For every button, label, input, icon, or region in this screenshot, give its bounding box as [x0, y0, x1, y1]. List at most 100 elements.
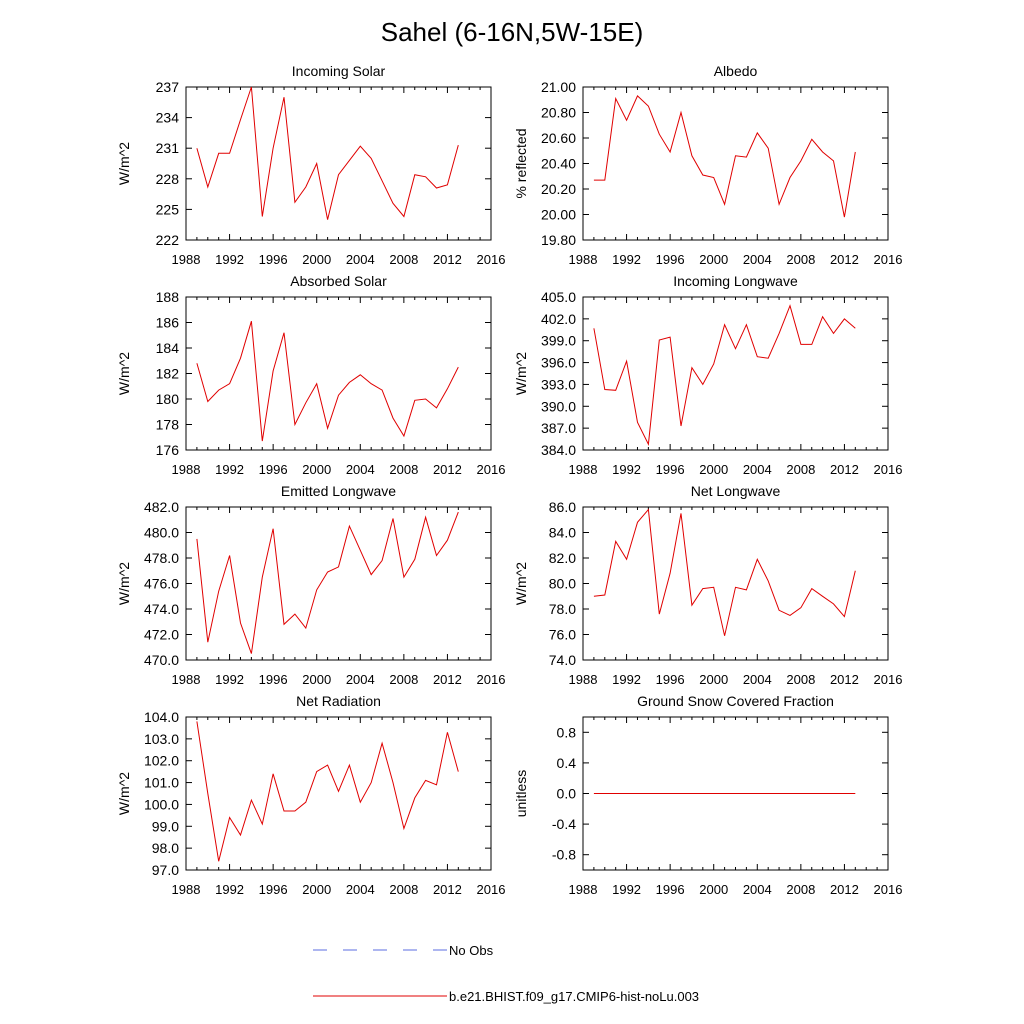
x-tick-label: 1996	[656, 882, 685, 897]
x-tick-label: 2000	[302, 462, 331, 477]
x-tick-label: 1988	[172, 882, 201, 897]
y-tick-label: 0.8	[557, 724, 577, 740]
y-tick-label: 393.0	[541, 376, 576, 392]
panel-title: Albedo	[714, 63, 758, 79]
plot-frame	[582, 86, 889, 241]
panel-emitted-longwave: Emitted Longwave 1988 1992 1996 2000 2004 2008…	[116, 483, 505, 687]
x-tick-label: 2004	[346, 882, 375, 897]
y-tick-label: 482.0	[144, 499, 179, 515]
panel-net-longwave: Net Longwave 1988 1992 1996 2000 2004 2008 2012…	[513, 483, 902, 687]
x-tick-label: 2000	[699, 462, 728, 477]
y-tick-label: 480.0	[144, 525, 179, 541]
x-tick-label: 1996	[656, 252, 685, 267]
y-tick-label: 476.0	[144, 576, 179, 592]
x-tick-label: 1992	[215, 882, 244, 897]
y-tick-label: 99.0	[152, 818, 179, 834]
y-tick-label: 184	[156, 340, 180, 356]
x-tick-label: 2008	[786, 882, 815, 897]
y-tick-label: 98.0	[152, 840, 179, 856]
y-tick-label: 399.0	[541, 333, 576, 349]
panel-title: Incoming Solar	[292, 63, 386, 79]
x-tick-label: 1988	[172, 462, 201, 477]
y-tick-label: 384.0	[541, 442, 576, 458]
y-tick-label: 396.0	[541, 355, 576, 371]
series-line	[196, 511, 459, 654]
x-tick-label: 1988	[569, 882, 598, 897]
x-tick-label: 2008	[389, 252, 418, 267]
plot-frame	[185, 506, 492, 661]
y-tick-label: 86.0	[549, 499, 576, 515]
series-line	[593, 508, 856, 636]
x-tick-label: 1988	[569, 672, 598, 687]
y-tick-label: 97.0	[152, 862, 179, 878]
y-tick-label: 186	[156, 315, 180, 331]
y-axis-label: W/m^2	[513, 352, 529, 395]
x-tick-label: 2012	[433, 462, 462, 477]
panel-incoming-solar: Incoming Solar 1988 1992 1996 2000 2004 2008 20…	[116, 63, 505, 267]
panel-absorbed-solar: Absorbed Solar 1988 1992 1996 2000 2004 2008 20…	[116, 273, 505, 477]
y-tick-label: 20.80	[541, 105, 576, 121]
x-tick-label: 2016	[477, 672, 506, 687]
x-tick-label: 2004	[743, 462, 772, 477]
y-tick-label: 80.0	[549, 576, 576, 592]
panel-ground-snow-covered-fraction: Ground Snow Covered Fraction 1988 1992 1996…	[513, 693, 902, 897]
panel-albedo: Albedo 1988 1992 1996 2000 2004 2008 2012 2016 19…	[513, 63, 902, 267]
plot-frame	[185, 296, 492, 451]
panel-title: Ground Snow Covered Fraction	[637, 693, 834, 709]
x-tick-label: 2016	[477, 882, 506, 897]
y-tick-label: -0.8	[552, 847, 576, 863]
panel-title: Emitted Longwave	[281, 483, 396, 499]
y-tick-label: 103.0	[144, 731, 179, 747]
panel-title: Net Longwave	[691, 483, 781, 499]
x-tick-label: 1992	[215, 252, 244, 267]
x-tick-label: 2016	[874, 882, 903, 897]
y-axis-label: % reflected	[513, 128, 529, 198]
x-tick-label: 1992	[612, 672, 641, 687]
y-tick-label: -0.4	[552, 816, 576, 832]
x-tick-label: 2012	[433, 672, 462, 687]
series-line	[196, 321, 459, 442]
x-tick-label: 2000	[302, 882, 331, 897]
x-tick-label: 2012	[830, 462, 859, 477]
y-tick-label: 178	[156, 417, 180, 433]
y-tick-label: 228	[156, 171, 180, 187]
panel-title: Absorbed Solar	[290, 273, 387, 289]
x-tick-label: 2008	[786, 462, 815, 477]
x-tick-label: 2000	[699, 252, 728, 267]
x-tick-label: 2000	[699, 672, 728, 687]
y-tick-label: 478.0	[144, 550, 179, 566]
x-tick-label: 1992	[612, 252, 641, 267]
panel-grid: Incoming Solar 1988 1992 1996 2000 2004 2008 20…	[116, 63, 902, 897]
y-tick-label: 225	[156, 201, 180, 217]
x-tick-label: 1988	[569, 252, 598, 267]
x-tick-label: 2000	[699, 882, 728, 897]
panel-net-radiation: Net Radiation 1988 1992 1996 2000 2004 2008 201…	[116, 693, 505, 897]
x-tick-label: 2012	[830, 882, 859, 897]
y-tick-label: 78.0	[549, 601, 576, 617]
x-tick-label: 2008	[389, 462, 418, 477]
y-tick-label: 0.0	[557, 786, 577, 802]
x-tick-label: 1988	[172, 252, 201, 267]
panel-title: Incoming Longwave	[673, 273, 798, 289]
y-tick-label: 101.0	[144, 775, 179, 791]
x-tick-label: 2008	[786, 672, 815, 687]
x-tick-label: 2016	[477, 462, 506, 477]
y-axis-label: W/m^2	[116, 142, 132, 185]
legend: No Obs b.e21.BHIST.f09_g17.CMIP6-hist-no…	[313, 943, 699, 1004]
x-tick-label: 2012	[433, 882, 462, 897]
y-tick-label: 84.0	[549, 525, 576, 541]
x-tick-label: 2016	[874, 252, 903, 267]
x-tick-label: 1988	[569, 462, 598, 477]
panel-incoming-longwave: Incoming Longwave 1988 1992 1996 2000 2004 200…	[513, 273, 902, 477]
y-tick-label: 21.00	[541, 79, 576, 95]
x-tick-label: 2004	[346, 672, 375, 687]
legend-label-no-obs: No Obs	[449, 943, 494, 958]
y-tick-label: 180	[156, 391, 180, 407]
y-tick-label: 104.0	[144, 709, 179, 725]
y-tick-label: 20.20	[541, 181, 576, 197]
x-tick-label: 2016	[477, 252, 506, 267]
y-tick-label: 20.00	[541, 207, 576, 223]
y-tick-label: 387.0	[541, 420, 576, 436]
x-tick-label: 2008	[389, 672, 418, 687]
